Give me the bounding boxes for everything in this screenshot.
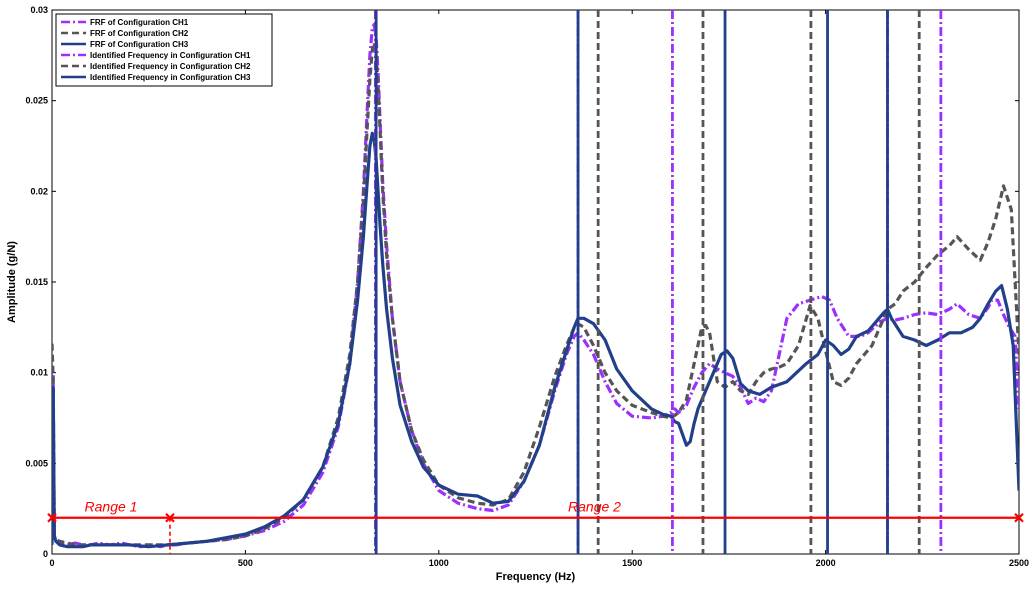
legend: FRF of Configuration CH1 FRF of Configura…	[55, 13, 273, 87]
legend-label: FRF of Configuration CH1	[90, 18, 189, 27]
range-label: Range 2	[568, 499, 621, 515]
legend-label: Identified Frequency in Configuration CH…	[90, 73, 251, 82]
legend-label: FRF of Configuration CH2	[90, 29, 189, 38]
y-tick-label: 0.03	[30, 5, 48, 15]
legend-label: Identified Frequency in Configuration CH…	[90, 62, 251, 71]
legend-label: FRF of Configuration CH3	[90, 40, 189, 49]
x-tick-label: 1500	[622, 558, 642, 568]
x-tick-label: 2000	[816, 558, 836, 568]
y-tick-label: 0	[43, 549, 48, 559]
y-tick-label: 0.015	[25, 277, 48, 287]
range-annotations: Range 1 Range 2	[47, 499, 1024, 554]
x-tick-label: 500	[238, 558, 253, 568]
y-tick-label: 0.005	[25, 458, 48, 468]
y-axis-label: Amplitude (g/N)	[6, 241, 18, 323]
y-tick-label: 0.01	[30, 368, 48, 378]
legend-box	[55, 13, 273, 87]
x-tick-label: 1000	[429, 558, 449, 568]
y-tick-label: 0.025	[25, 96, 48, 106]
series-line-frf-of-configuration-ch3	[52, 131, 1019, 549]
legend-label: Identified Frequency in Configuration CH…	[90, 51, 251, 60]
identified-frequency-lines	[373, 10, 943, 554]
range-marker	[47, 512, 57, 523]
series-layer	[52, 22, 1019, 549]
x-tick-label: 0	[49, 558, 54, 568]
x-axis-label: Frequency (Hz)	[496, 571, 576, 583]
x-tick-label: 2500	[1009, 558, 1029, 568]
range-marker	[1014, 512, 1024, 523]
plot-area	[51, 9, 1020, 555]
y-tick-label: 0.02	[30, 186, 48, 196]
series-line-frf-of-configuration-ch2	[52, 40, 1019, 547]
range-label: Range 1	[85, 499, 138, 515]
axis-ticks: 0 500 1000 1500 2000 2500 0 0.005 0.01 0.015 0.02 0…	[25, 5, 1029, 568]
